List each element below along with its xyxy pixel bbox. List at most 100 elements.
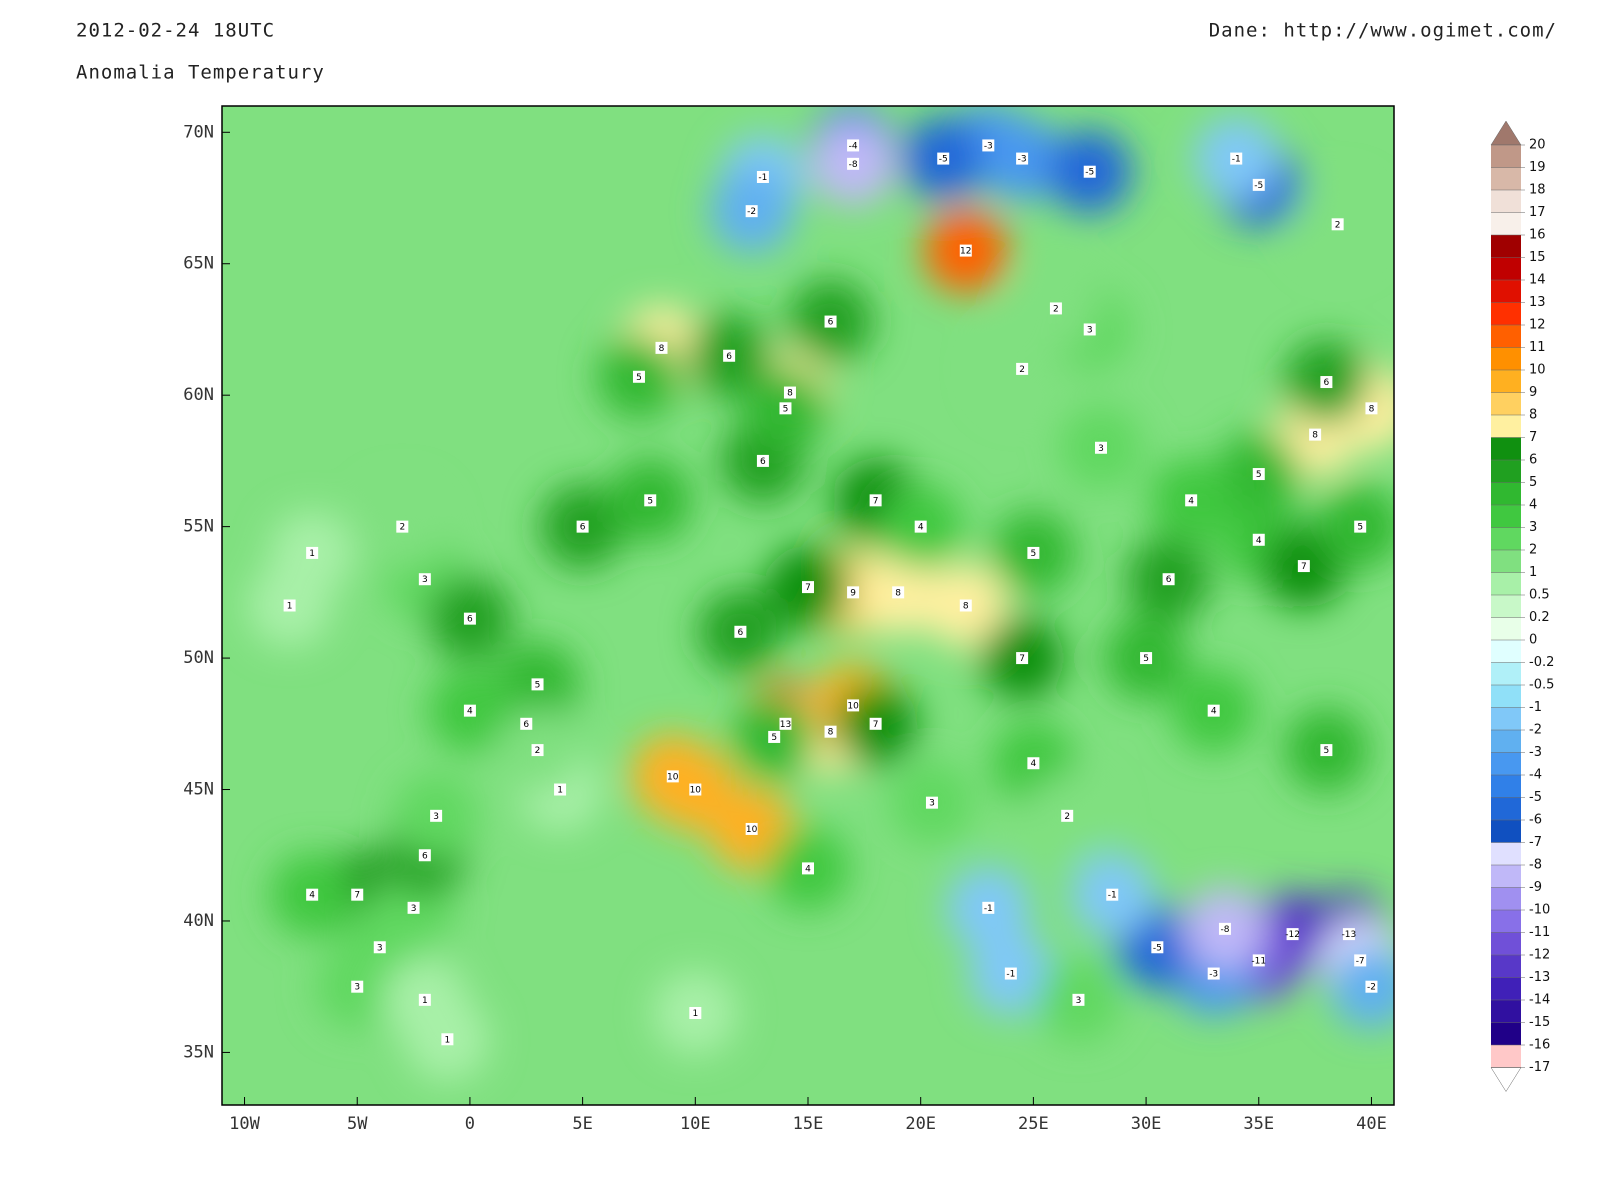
station-value: 3 bbox=[354, 983, 360, 993]
colorbar-label: -7 bbox=[1529, 835, 1542, 850]
station-value: 5 bbox=[783, 404, 789, 414]
colorbar-box bbox=[1491, 595, 1521, 618]
colorbar-label: 11 bbox=[1529, 340, 1546, 355]
station-value: 1 bbox=[287, 602, 293, 612]
station-box bbox=[1083, 323, 1096, 336]
colorbar-label: -10 bbox=[1529, 903, 1550, 918]
colorbar-box bbox=[1491, 797, 1521, 820]
station-box bbox=[959, 599, 972, 612]
station-value: -5 bbox=[1254, 181, 1263, 191]
station-value: -11 bbox=[1251, 956, 1266, 966]
colorbar-box bbox=[1491, 730, 1521, 753]
colorbar-label: 20 bbox=[1529, 138, 1546, 153]
station-box bbox=[632, 370, 645, 383]
station-box bbox=[745, 822, 758, 835]
x-tick-label: 5E bbox=[572, 1114, 592, 1134]
station-value: -5 bbox=[939, 155, 948, 165]
colorbar-label: -13 bbox=[1529, 970, 1550, 985]
colorbar-label: 5 bbox=[1529, 475, 1537, 490]
colorbar-box bbox=[1491, 662, 1521, 685]
colorbar-label: 4 bbox=[1529, 498, 1537, 513]
station-value: 8 bbox=[787, 389, 793, 399]
colorbar-box bbox=[1491, 685, 1521, 708]
station-box bbox=[982, 139, 995, 152]
station-box bbox=[982, 901, 995, 914]
station-value: 2 bbox=[1335, 220, 1341, 230]
x-tick-label: 10E bbox=[680, 1114, 711, 1134]
colorbar-label: -0.5 bbox=[1529, 678, 1554, 693]
station-box bbox=[1320, 744, 1333, 757]
colorbar-box bbox=[1491, 1000, 1521, 1023]
station-box bbox=[1027, 546, 1040, 559]
colorbar-box bbox=[1491, 1022, 1521, 1045]
station-value: -1 bbox=[758, 173, 767, 183]
station-box bbox=[824, 315, 837, 328]
station-box bbox=[847, 586, 860, 599]
colorbar-box bbox=[1491, 887, 1521, 910]
station-value: -8 bbox=[1220, 925, 1229, 935]
station-box bbox=[1354, 520, 1367, 533]
station-box bbox=[802, 581, 814, 594]
station-value: 1 bbox=[445, 1035, 451, 1045]
station-value: 7 bbox=[354, 891, 360, 901]
y-tick-label: 55N bbox=[183, 517, 214, 537]
station-value: 3 bbox=[377, 943, 383, 953]
colorbar-label: 9 bbox=[1529, 385, 1537, 400]
colorbar-box bbox=[1491, 212, 1521, 235]
station-box bbox=[802, 862, 814, 875]
colorbar-label: 14 bbox=[1529, 273, 1546, 288]
station-value: 4 bbox=[1211, 707, 1217, 717]
station-box bbox=[644, 494, 657, 507]
y-tick-label: 35N bbox=[183, 1042, 214, 1062]
station-value: -4 bbox=[849, 141, 858, 151]
station-value: 5 bbox=[1143, 654, 1149, 664]
y-tick-label: 45N bbox=[183, 780, 214, 800]
y-tick-label: 60N bbox=[183, 385, 214, 405]
station-value: 7 bbox=[873, 720, 879, 730]
station-value: 10 bbox=[847, 701, 859, 711]
station-box bbox=[1331, 218, 1344, 231]
colorbar-label: 17 bbox=[1529, 205, 1546, 220]
station-value: 7 bbox=[873, 496, 879, 506]
station-box bbox=[1027, 757, 1040, 770]
station-value: 13 bbox=[780, 720, 791, 730]
station-value: 2 bbox=[1019, 365, 1025, 375]
colorbar-label: -3 bbox=[1529, 745, 1542, 760]
station-value: -1 bbox=[984, 904, 993, 914]
station-value: -3 bbox=[1018, 155, 1027, 165]
colorbar-box bbox=[1491, 707, 1521, 730]
station-box bbox=[418, 993, 431, 1006]
colorbar-box bbox=[1491, 392, 1521, 415]
colorbar-label: 0 bbox=[1529, 633, 1537, 648]
colorbar-label: 10 bbox=[1529, 363, 1546, 378]
colorbar-box bbox=[1491, 820, 1521, 843]
colorbar-box bbox=[1491, 527, 1521, 550]
anomaly-blob bbox=[1329, 944, 1394, 1029]
colorbar-label: -4 bbox=[1529, 768, 1542, 783]
station-box bbox=[655, 341, 668, 354]
station-box bbox=[869, 494, 882, 507]
colorbar-box bbox=[1491, 302, 1521, 325]
station-box bbox=[351, 980, 364, 993]
colorbar-box bbox=[1491, 977, 1521, 1000]
station-value: 5 bbox=[1324, 746, 1330, 756]
station-value: 12 bbox=[960, 247, 971, 257]
station-value: 3 bbox=[422, 575, 428, 585]
station-box bbox=[306, 546, 319, 559]
y-tick-label: 50N bbox=[183, 648, 214, 668]
colorbar-box bbox=[1491, 955, 1521, 978]
station-box bbox=[1354, 954, 1367, 967]
colorbar-label: -14 bbox=[1529, 993, 1550, 1008]
colorbar-box bbox=[1491, 932, 1521, 955]
colorbar-label: 12 bbox=[1529, 318, 1546, 333]
colorbar-label: 3 bbox=[1529, 520, 1537, 535]
colorbar-label: 7 bbox=[1529, 430, 1537, 445]
station-box bbox=[554, 783, 567, 796]
station-box bbox=[1252, 468, 1265, 481]
x-tick-label: 15E bbox=[793, 1114, 824, 1134]
station-box bbox=[407, 901, 420, 914]
colorbar-label: 19 bbox=[1529, 160, 1546, 175]
station-value: 6 bbox=[738, 628, 744, 638]
date-label: 2012-02-24 18UTC bbox=[76, 20, 275, 42]
station-box bbox=[1016, 152, 1029, 165]
